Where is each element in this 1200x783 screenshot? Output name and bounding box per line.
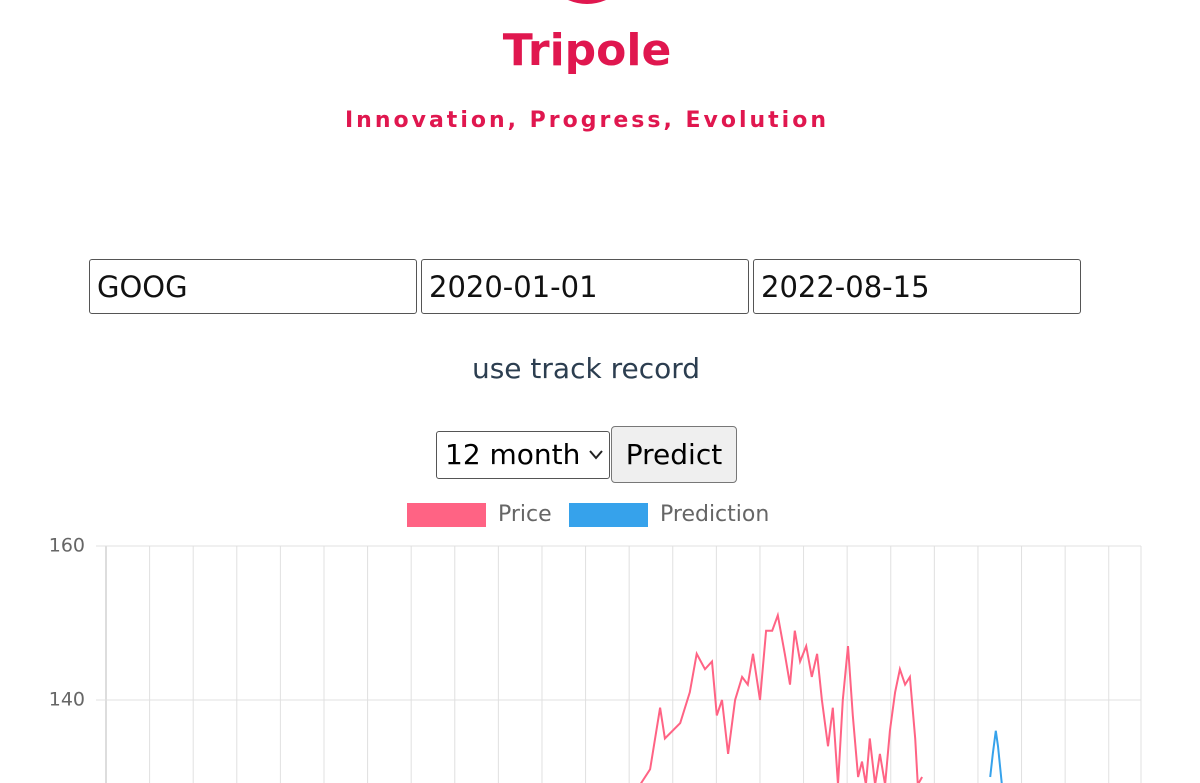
y-tick-label: 160 (49, 535, 85, 557)
legend-label: Price (498, 502, 552, 527)
app-title: Tripole (502, 25, 672, 76)
tagline: Innovation, Progress, Evolution (345, 108, 829, 133)
legend-label: Prediction (660, 502, 770, 527)
chevron (589, 450, 603, 460)
end-date-input[interactable]: 2022-08-15 (753, 259, 1081, 314)
y-tick-label: 140 (49, 689, 85, 711)
series-line (989, 730, 1003, 783)
plot-area (640, 611, 1003, 783)
period-value: 12 month (445, 438, 581, 471)
ticker-input[interactable]: GOOG (89, 259, 417, 314)
legend-swatch (407, 503, 486, 527)
track-record-link[interactable]: use track record (471, 352, 701, 385)
period-select[interactable]: 12 month (436, 431, 610, 479)
series-line (640, 611, 923, 783)
chart: 140 160 (49, 535, 1142, 783)
legend-swatch (569, 503, 648, 527)
logo (568, 0, 606, 4)
start-date-input[interactable]: 2020-01-01 (421, 259, 749, 314)
predict-button[interactable]: Predict (611, 426, 737, 483)
